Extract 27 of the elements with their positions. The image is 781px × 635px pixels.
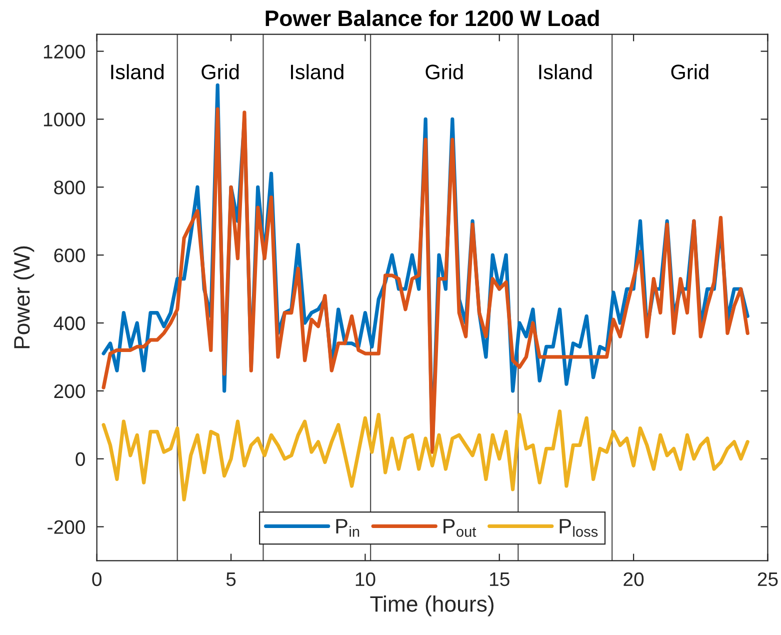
y-tick-label: 400 bbox=[54, 316, 85, 330]
annotation: Grid bbox=[202, 64, 239, 80]
legend-label: P$_{loss}$ bbox=[560, 519, 598, 537]
annotation: Island bbox=[539, 64, 592, 80]
x-tick-label: 25 bbox=[758, 572, 778, 586]
x-tick-label: 10 bbox=[356, 572, 376, 586]
chart-title: Power Balance for 1200 W Load bbox=[266, 10, 599, 26]
y-tick-label: 200 bbox=[54, 384, 85, 398]
y-tick-label: 800 bbox=[54, 180, 85, 194]
y-tick-label: -200 bbox=[48, 520, 85, 534]
x-tick-label: 0 bbox=[92, 572, 102, 586]
annotation: Island bbox=[111, 64, 164, 80]
x-tick-label: 15 bbox=[490, 572, 510, 586]
line-series bbox=[102, 409, 750, 502]
x-tick-label: 5 bbox=[226, 572, 236, 586]
annotation: Grid bbox=[426, 64, 463, 80]
legend-label: P$_{in}$ bbox=[336, 519, 360, 537]
x-tick-label: 20 bbox=[624, 572, 644, 586]
y-tick-label: 0 bbox=[76, 452, 85, 466]
y-tick-label: 600 bbox=[54, 248, 85, 262]
legend-label: P$_{out}$ bbox=[444, 519, 476, 537]
y-axis-title: Power (W) bbox=[13, 246, 34, 348]
x-axis-title: Time (hours) bbox=[370, 595, 494, 616]
y-tick-label: 1000 bbox=[44, 112, 85, 126]
annotation: Grid bbox=[671, 64, 708, 80]
annotation: Island bbox=[291, 64, 344, 80]
y-tick-label: 1200 bbox=[44, 44, 85, 59]
